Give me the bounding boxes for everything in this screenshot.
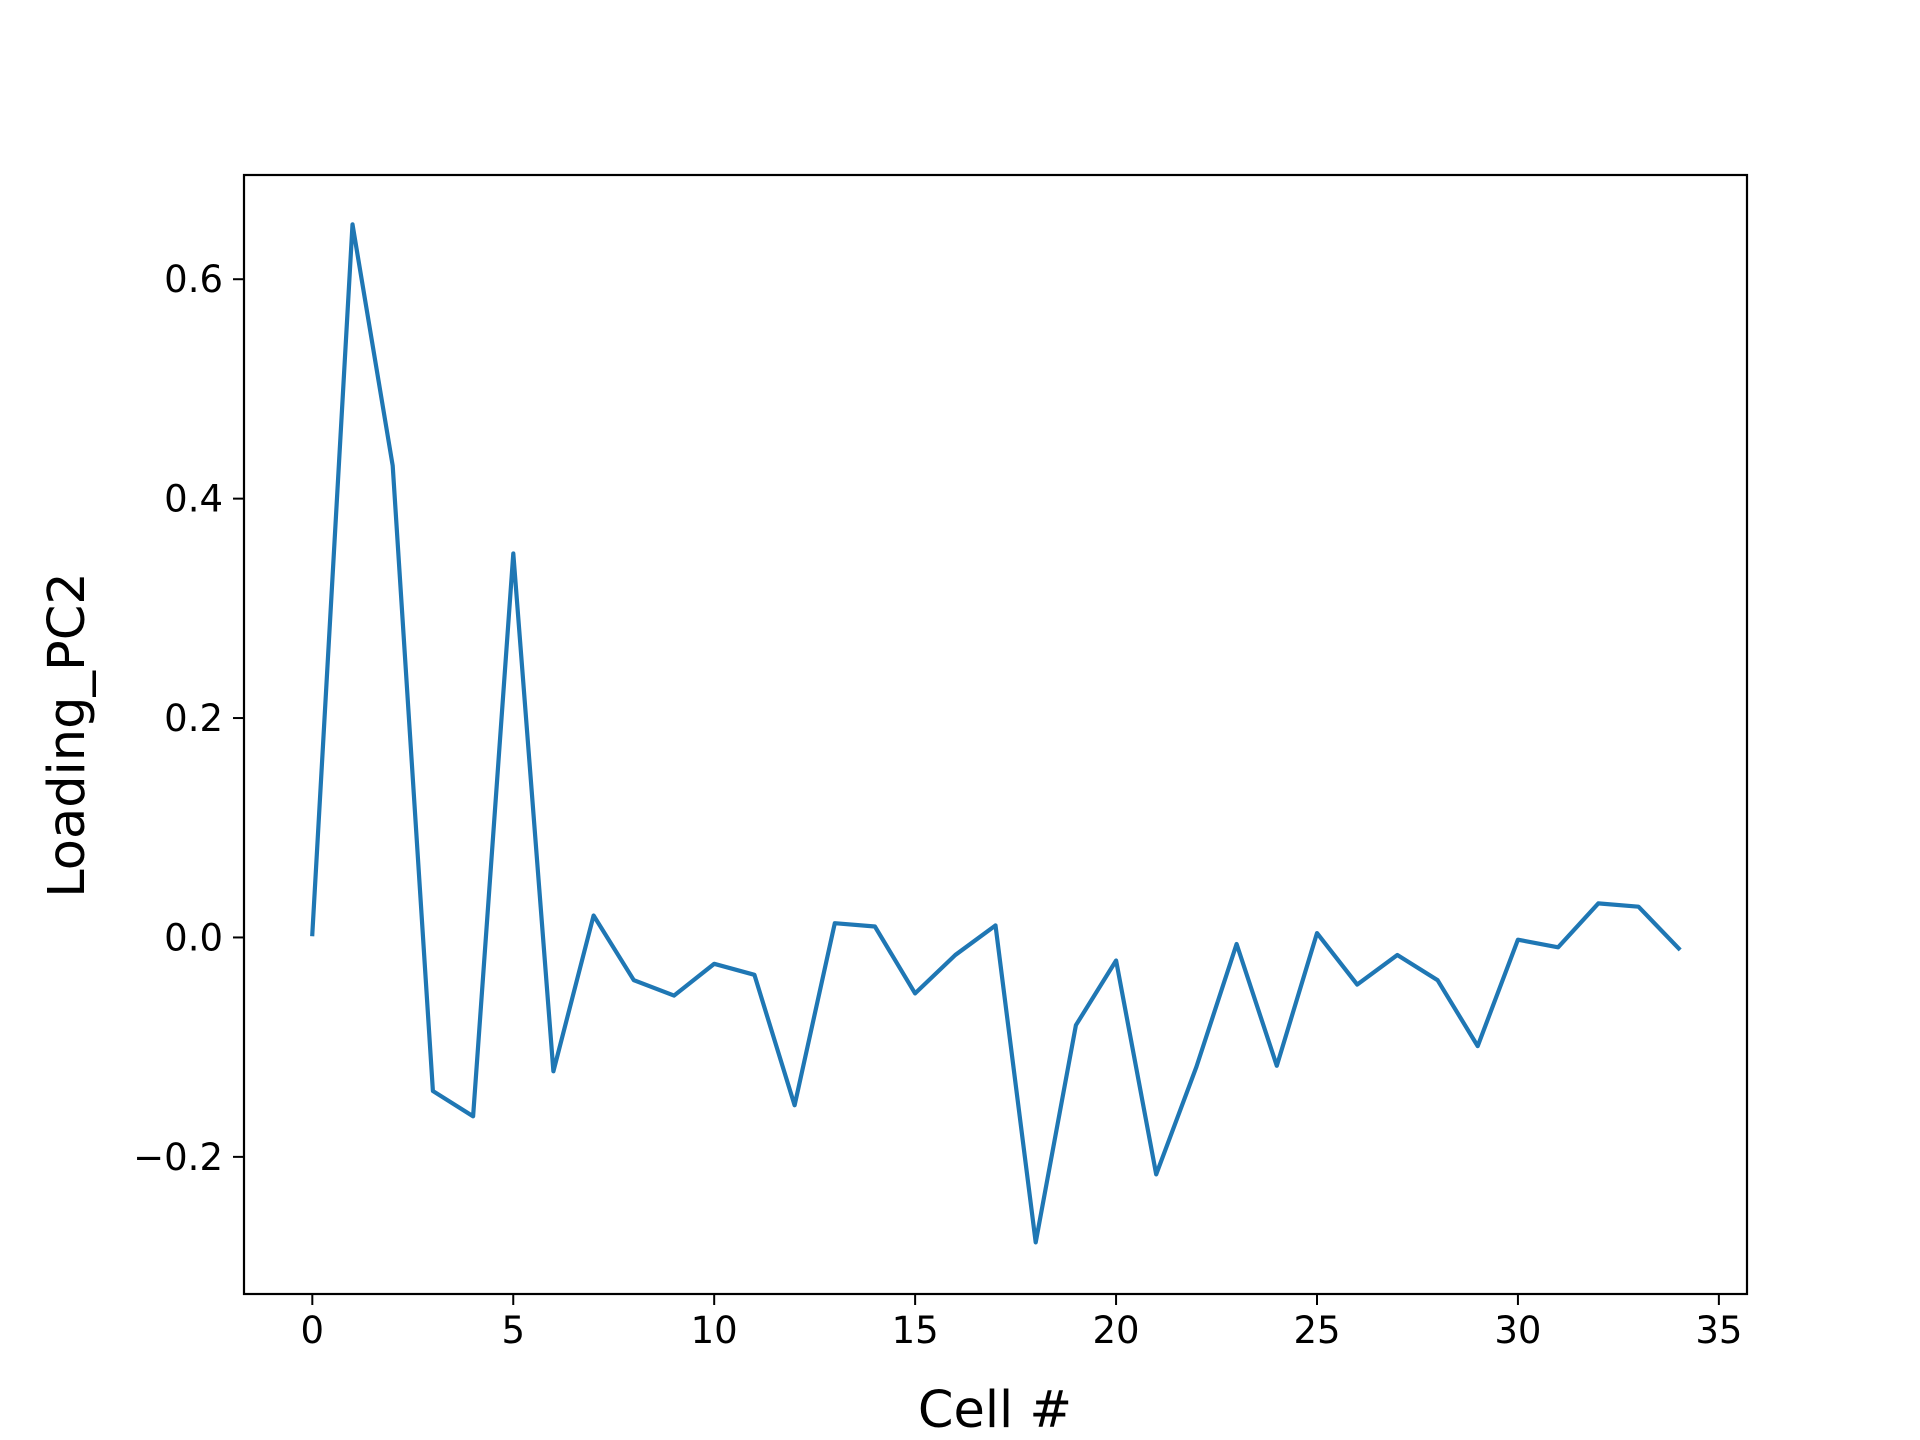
x-tick-label: 30 (1494, 1309, 1541, 1352)
y-tick-label: 0.4 (164, 478, 223, 521)
y-tick-label: −0.2 (133, 1136, 223, 1179)
y-axis-label: Loading_PC2 (38, 572, 97, 898)
x-tick-label: 10 (691, 1309, 738, 1352)
y-tick-label: 0.6 (164, 258, 223, 301)
x-tick-label: 25 (1293, 1309, 1340, 1352)
plot-area-frame (242, 173, 1749, 1296)
x-axis-label: Cell # (918, 1381, 1072, 1440)
x-tick-label: 5 (501, 1309, 525, 1352)
x-axis-ticks: 0 5 10 15 20 25 30 35 (301, 1294, 1742, 1352)
series-line-0 (310, 222, 1682, 1245)
y-tick-label: 0.0 (164, 916, 223, 959)
x-tick-label: 15 (892, 1309, 939, 1352)
x-tick-label: 35 (1695, 1309, 1742, 1352)
y-axis-ticks: −0.2 0.0 0.2 0.4 0.6 (133, 258, 244, 1179)
x-tick-label: 20 (1093, 1309, 1140, 1352)
series-layer (310, 222, 1682, 1245)
x-tick-label: 0 (301, 1309, 325, 1352)
y-tick-label: 0.2 (164, 697, 223, 740)
